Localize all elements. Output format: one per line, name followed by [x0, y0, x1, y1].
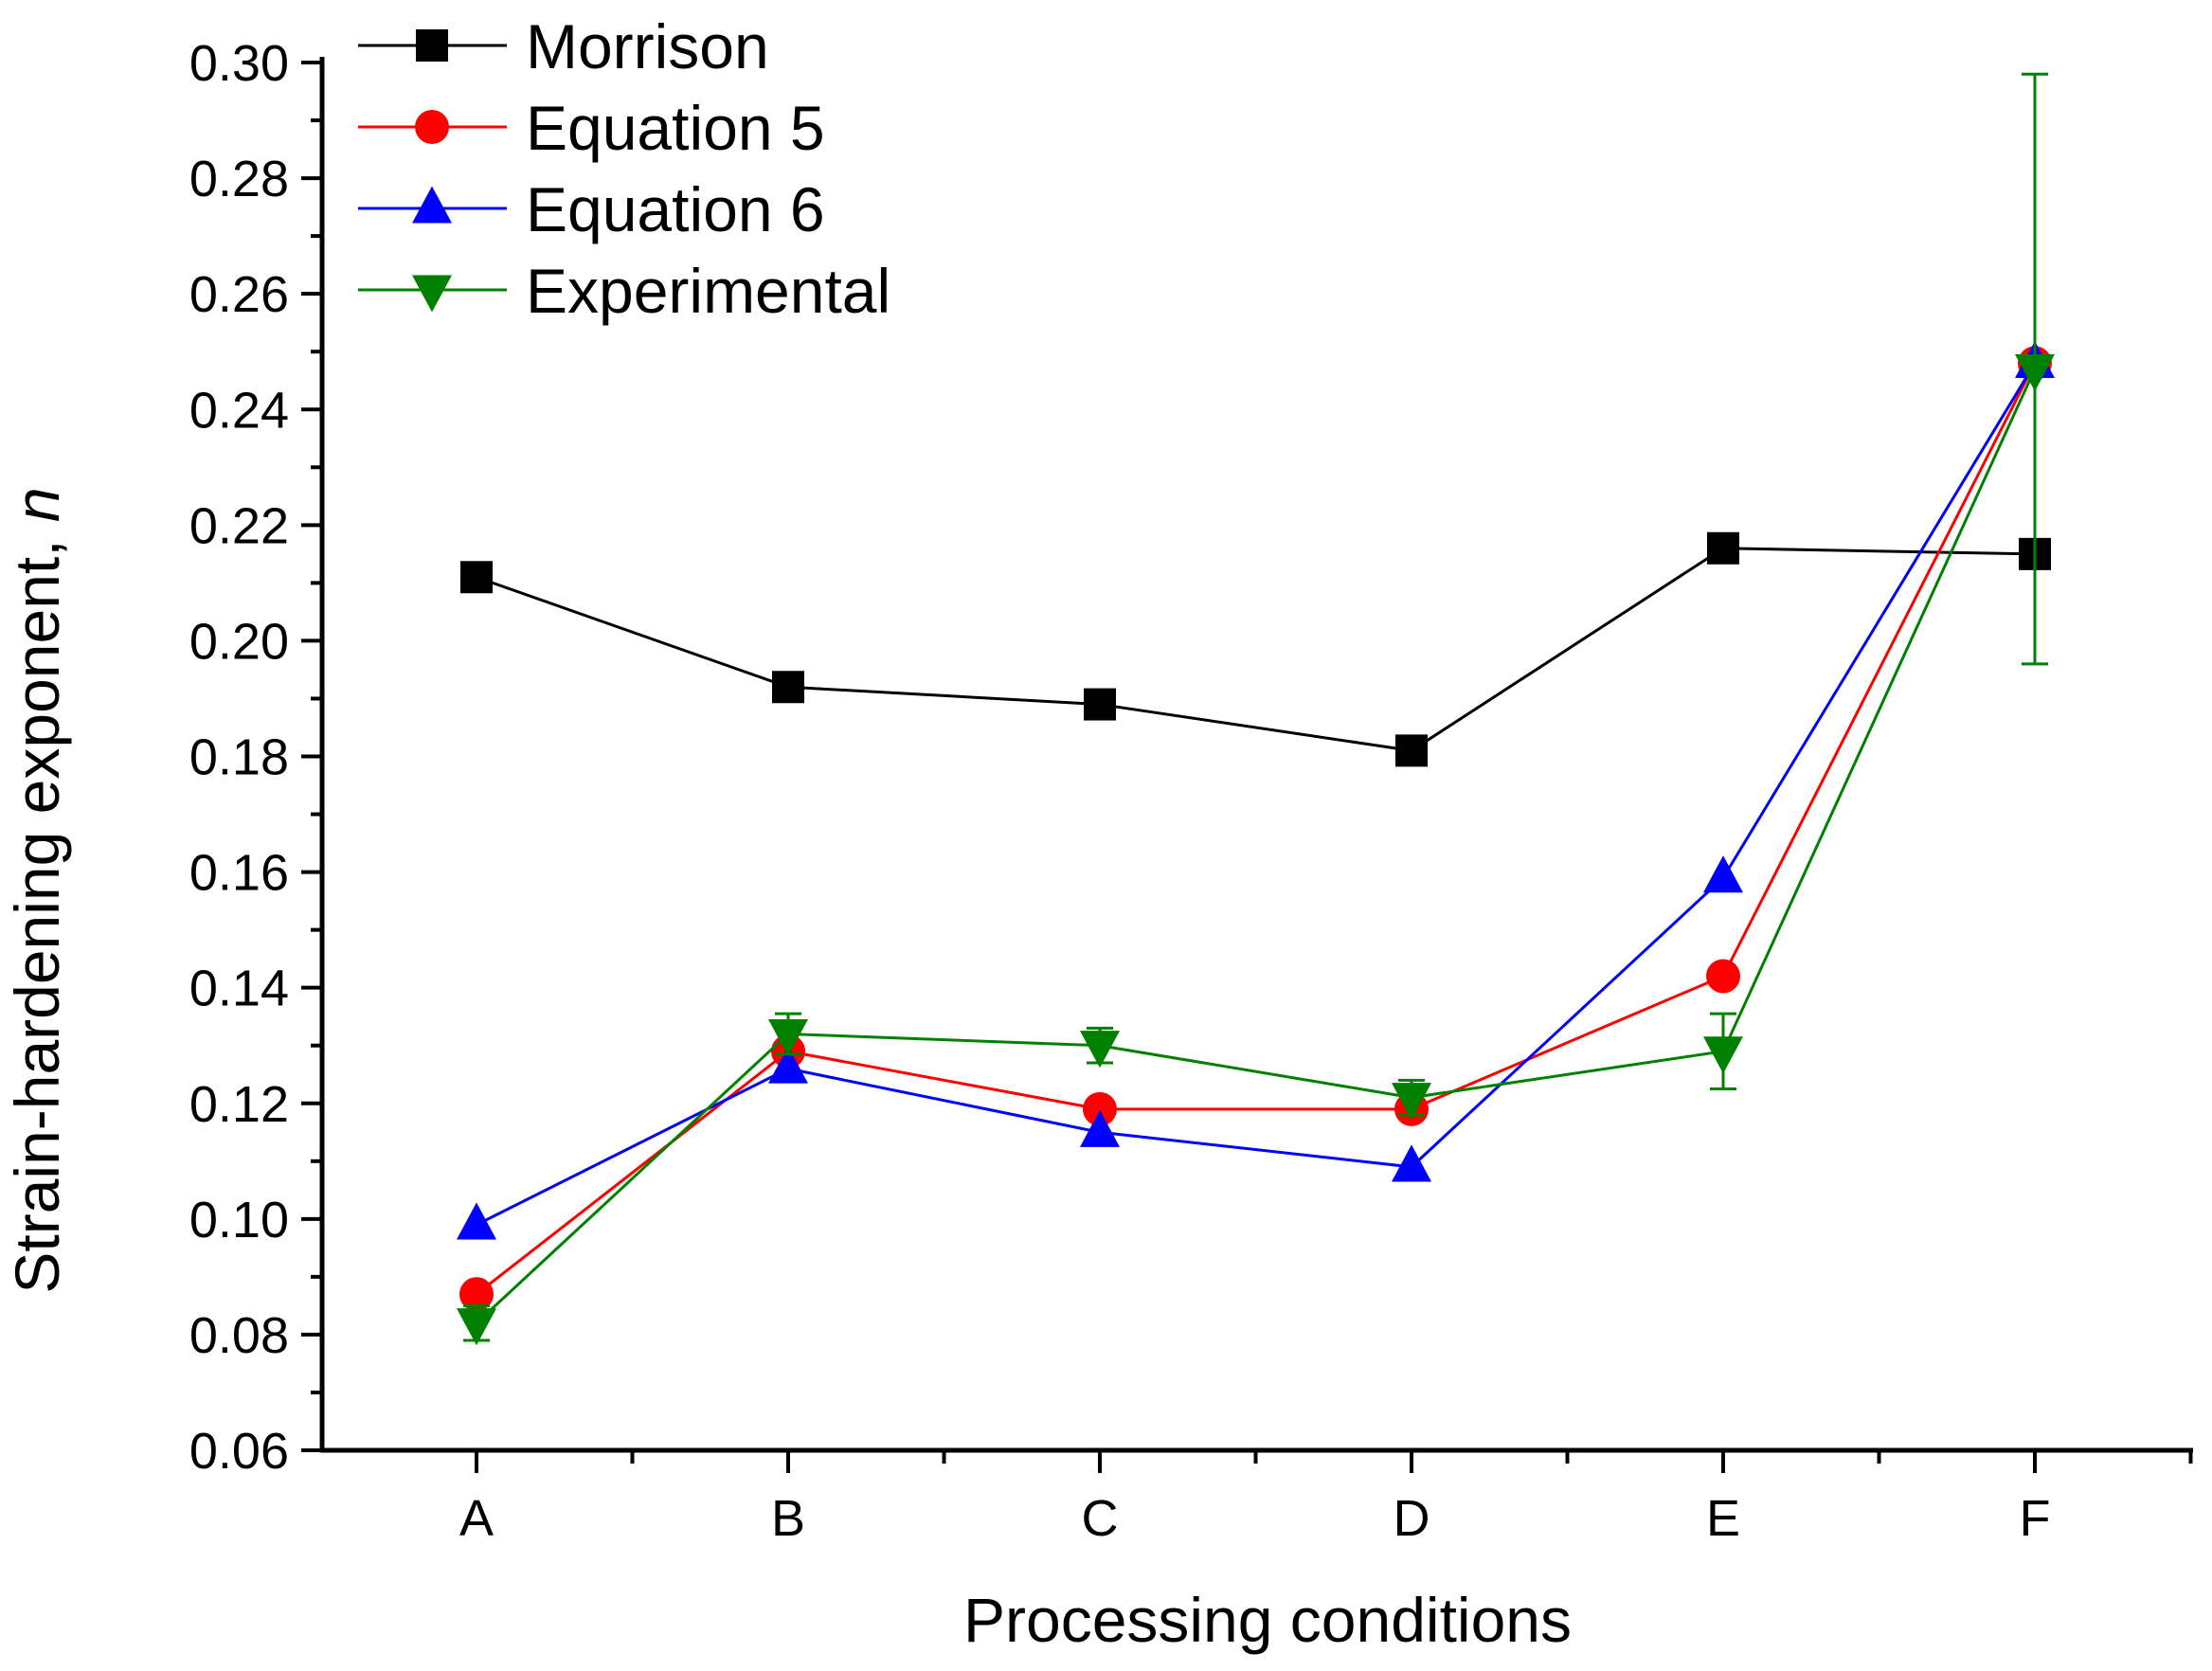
data-point — [1703, 1036, 1743, 1074]
data-point — [768, 1018, 808, 1057]
data-point — [1703, 855, 1743, 893]
data-point — [1083, 1091, 1117, 1126]
y-tick-labels: 0.06 0.08 0.10 0.12 0.14 0.16 0.18 0.20 0.22 0.24… — [189, 35, 289, 1480]
legend-label: Equation 6 — [526, 174, 825, 244]
x-tick-label: D — [1394, 1490, 1430, 1547]
x-tick-label: F — [2020, 1490, 2051, 1547]
data-point — [457, 1202, 496, 1240]
legend-marker — [416, 29, 448, 62]
legend-label: Morrison — [526, 11, 769, 81]
legend-label: Equation 5 — [526, 93, 825, 163]
y-tick-label: 0.30 — [189, 35, 289, 92]
data-point — [1080, 1031, 1120, 1069]
data-point — [768, 1046, 808, 1084]
series-line — [475, 368, 2037, 1324]
data-point — [460, 561, 493, 594]
x-tick-labels: A B C D E F — [459, 1490, 2051, 1547]
y-tick-label: 0.08 — [189, 1307, 289, 1364]
series-line — [476, 362, 2037, 1296]
y-tick-label: 0.26 — [189, 266, 289, 323]
series-line — [476, 547, 2036, 752]
x-tick-label: B — [771, 1490, 805, 1547]
y-tick-label: 0.20 — [189, 613, 289, 670]
y-tick-label: 0.12 — [189, 1076, 289, 1133]
data-point — [1392, 1144, 1431, 1182]
data-point — [1707, 531, 1739, 565]
axes — [301, 57, 2193, 1473]
legend-marker — [415, 110, 449, 144]
series-experimental — [457, 72, 2055, 1346]
data-point — [2015, 353, 2055, 392]
x-tick-label: E — [1706, 1490, 1740, 1547]
data-point — [457, 1308, 496, 1346]
x-tick-label: C — [1082, 1490, 1119, 1547]
series-line — [476, 362, 2037, 1227]
y-axis-title-italic: n — [2, 487, 72, 522]
data-point — [772, 671, 804, 704]
y-axis-title-main: Strain-hardening exponent, — [2, 522, 72, 1294]
y-tick-label: 0.14 — [189, 961, 289, 1017]
data-point — [1084, 688, 1116, 721]
y-tick-label: 0.28 — [189, 151, 289, 207]
legend-marker — [412, 186, 452, 224]
y-tick-label: 0.10 — [189, 1192, 289, 1249]
plot-area — [457, 72, 2055, 1346]
y-tick-label: 0.18 — [189, 729, 289, 786]
legend-item: Equation 5 — [358, 93, 825, 163]
y-tick-label: 0.22 — [189, 497, 289, 554]
x-tick-label: A — [459, 1490, 494, 1547]
legend-item: Experimental — [358, 256, 890, 326]
data-point — [1706, 959, 1740, 994]
y-axis-title: Strain-hardening exponent, n — [2, 487, 72, 1293]
legend: Morrison Equation 5 Equation 6 Experimental — [358, 11, 890, 326]
y-tick-label: 0.24 — [189, 382, 289, 439]
y-tick-label: 0.16 — [189, 845, 289, 902]
x-axis-title: Processing conditions — [963, 1585, 1572, 1655]
data-point — [1395, 734, 1428, 767]
legend-marker — [412, 275, 452, 313]
series-equation-6 — [457, 340, 2055, 1240]
series-equation-5 — [459, 346, 2052, 1312]
legend-item: Equation 6 — [358, 174, 825, 244]
data-point — [459, 1277, 494, 1312]
data-point — [1392, 1083, 1431, 1121]
y-tick-label: 0.06 — [189, 1423, 289, 1480]
data-point — [1080, 1109, 1120, 1147]
legend-item: Morrison — [358, 11, 769, 81]
legend-label: Experimental — [526, 256, 890, 326]
